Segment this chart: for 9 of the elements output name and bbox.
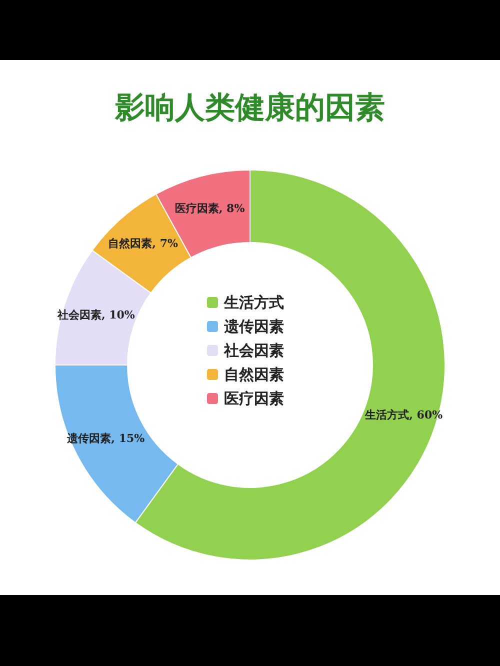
legend-label: 遗传因素: [223, 318, 284, 336]
legend-label: 自然因素: [224, 366, 284, 384]
legend-label: 医疗因素: [224, 390, 284, 408]
legend-label: 社会因素: [223, 342, 284, 360]
data-label: 社会因素, 10%: [56, 308, 136, 322]
data-label: 医疗因素, 8%: [174, 202, 246, 215]
chart-title: 影响人类健康的因素: [114, 90, 385, 126]
data-label: 自然因素, 7%: [108, 237, 178, 250]
legend-label: 生活方式: [223, 294, 284, 312]
